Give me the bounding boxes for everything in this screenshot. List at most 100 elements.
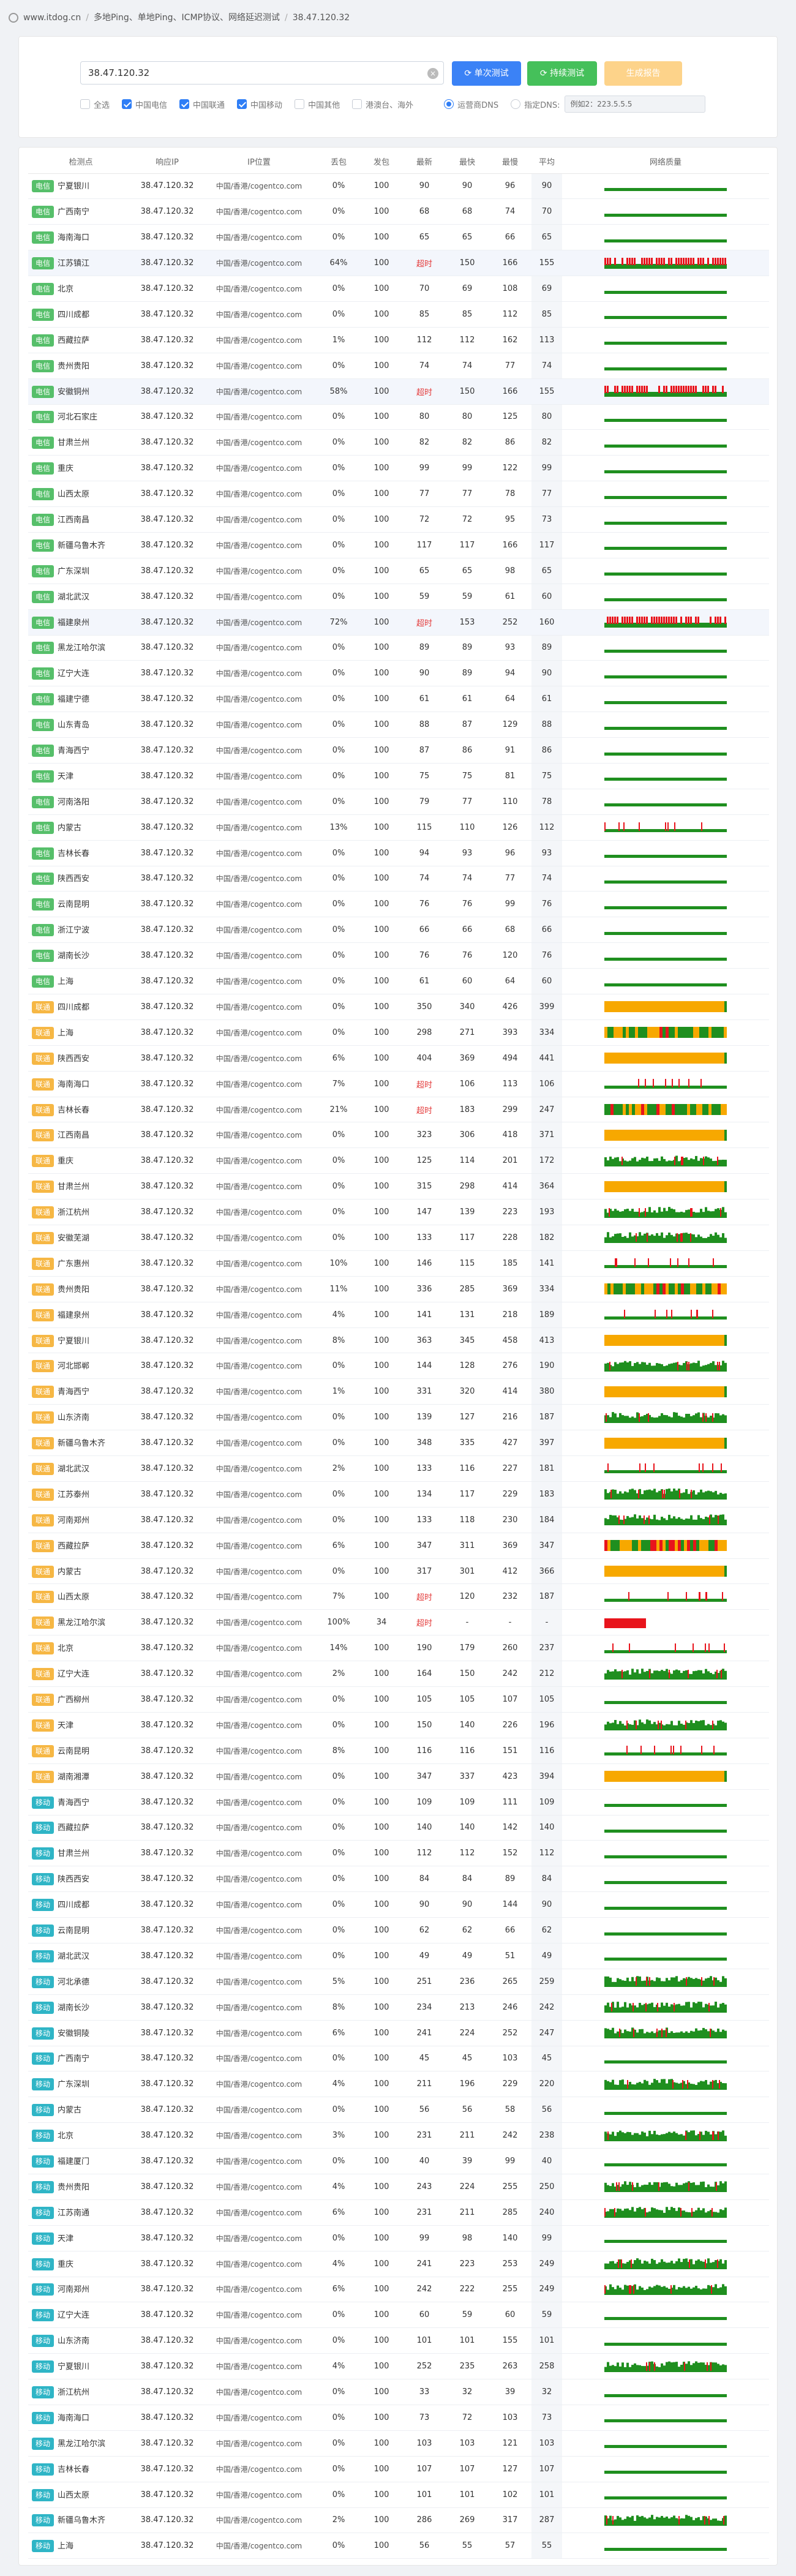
table-row[interactable]: 联通 广东惠州 38.47.120.32 中国/香港/cogentco.com 10% 1… [28, 1250, 769, 1277]
table-row[interactable]: 移动 浙江杭州 38.47.120.32 中国/香港/cogentco.com 0% 10… [28, 2379, 769, 2405]
column-header-fastest[interactable]: 最快 [446, 150, 489, 174]
table-row[interactable]: 移动 重庆 38.47.120.32 中国/香港/cogentco.com 4% 100 2… [28, 2251, 769, 2277]
table-row[interactable]: 联通 海南海口 38.47.120.32 中国/香港/cogentco.com 7% 10… [28, 1071, 769, 1097]
column-header-location[interactable]: IP位置 [201, 150, 317, 174]
checkbox-box[interactable] [179, 99, 190, 109]
table-row[interactable]: 电信 浙江宁波 38.47.120.32 中国/香港/cogentco.com 0% 10… [28, 917, 769, 944]
table-row[interactable]: 联通 湖北武汉 38.47.120.32 中国/香港/cogentco.com 2% 10… [28, 1455, 769, 1482]
table-row[interactable]: 移动 新疆乌鲁木齐 38.47.120.32 中国/香港/cogentco.com 2%… [28, 2507, 769, 2534]
table-row[interactable]: 联通 广西柳州 38.47.120.32 中国/香港/cogentco.com 0% 10… [28, 1686, 769, 1713]
table-row[interactable]: 联通 福建泉州 38.47.120.32 中国/香港/cogentco.com 4% 10… [28, 1302, 769, 1328]
table-row[interactable]: 移动 北京 38.47.120.32 中国/香港/cogentco.com 3% 100 2… [28, 2122, 769, 2149]
table-row[interactable]: 电信 黑龙江哈尔滨 38.47.120.32 中国/香港/cogentco.com 0%… [28, 635, 769, 661]
continuous-test-button[interactable]: ⟳ 持续测试 [527, 61, 597, 86]
breadcrumb-home[interactable]: www.itdog.cn [23, 13, 81, 23]
table-row[interactable]: 电信 宁夏银川 38.47.120.32 中国/香港/cogentco.com 0% 10… [28, 173, 769, 200]
dns-input[interactable]: 例如2：223.5.5.5 [565, 96, 706, 113]
table-row[interactable]: 联通 甘肃兰州 38.47.120.32 中国/香港/cogentco.com 0% 10… [28, 1173, 769, 1200]
checkbox-box[interactable] [352, 99, 362, 109]
checkbox-box[interactable] [295, 99, 305, 109]
table-row[interactable]: 移动 江苏南通 38.47.120.32 中国/香港/cogentco.com 6% 10… [28, 2199, 769, 2226]
table-row[interactable]: 移动 云南昆明 38.47.120.32 中国/香港/cogentco.com 0% 10… [28, 1917, 769, 1943]
table-row[interactable]: 电信 贵州贵阳 38.47.120.32 中国/香港/cogentco.com 0% 10… [28, 353, 769, 379]
table-row[interactable]: 联通 西藏拉萨 38.47.120.32 中国/香港/cogentco.com 6% 10… [28, 1533, 769, 1559]
table-row[interactable]: 移动 黑龙江哈尔滨 38.47.120.32 中国/香港/cogentco.com 0%… [28, 2430, 769, 2457]
table-row[interactable]: 电信 四川成都 38.47.120.32 中国/香港/cogentco.com 0% 10… [28, 301, 769, 328]
table-row[interactable]: 联通 江西南昌 38.47.120.32 中国/香港/cogentco.com 0% 10… [28, 1122, 769, 1149]
radio-custom-dns[interactable]: 指定DNS: [511, 99, 560, 110]
checkbox-telecom[interactable]: 中国电信 [122, 99, 167, 110]
table-row[interactable]: 电信 北京 38.47.120.32 中国/香港/cogentco.com 0% 100 7… [28, 276, 769, 302]
checkbox-other[interactable]: 中国其他 [295, 99, 340, 110]
table-row[interactable]: 联通 浙江杭州 38.47.120.32 中国/香港/cogentco.com 0% 10… [28, 1199, 769, 1226]
table-row[interactable]: 电信 福建泉州 38.47.120.32 中国/香港/cogentco.com 72% 1… [28, 609, 769, 636]
table-row[interactable]: 移动 广东深圳 38.47.120.32 中国/香港/cogentco.com 4% 10… [28, 2071, 769, 2098]
table-row[interactable]: 移动 宁夏银川 38.47.120.32 中国/香港/cogentco.com 4% 10… [28, 2353, 769, 2380]
table-row[interactable]: 移动 甘肃兰州 38.47.120.32 中国/香港/cogentco.com 0% 10… [28, 1840, 769, 1867]
table-row[interactable]: 联通 重庆 38.47.120.32 中国/香港/cogentco.com 0% 100 1… [28, 1147, 769, 1174]
table-row[interactable]: 电信 吉林长春 38.47.120.32 中国/香港/cogentco.com 0% 10… [28, 840, 769, 866]
radio-circle[interactable] [511, 99, 521, 109]
table-row[interactable]: 移动 湖南长沙 38.47.120.32 中国/香港/cogentco.com 8% 10… [28, 1994, 769, 2021]
table-row[interactable]: 联通 安徽芜湖 38.47.120.32 中国/香港/cogentco.com 0% 10… [28, 1225, 769, 1251]
table-row[interactable]: 联通 吉林长春 38.47.120.32 中国/香港/cogentco.com 21% 1… [28, 1097, 769, 1123]
table-row[interactable]: 联通 黑龙江哈尔滨 38.47.120.32 中国/香港/cogentco.com 10… [28, 1609, 769, 1636]
table-row[interactable]: 移动 天津 38.47.120.32 中国/香港/cogentco.com 0% 100 9… [28, 2225, 769, 2251]
table-row[interactable]: 联通 新疆乌鲁木齐 38.47.120.32 中国/香港/cogentco.com 0%… [28, 1430, 769, 1457]
table-row[interactable]: 移动 西藏拉萨 38.47.120.32 中国/香港/cogentco.com 0% 10… [28, 1815, 769, 1841]
table-row[interactable]: 联通 内蒙古 38.47.120.32 中国/香港/cogentco.com 0% 100… [28, 1558, 769, 1585]
column-header-sent[interactable]: 发包 [360, 150, 403, 174]
table-row[interactable]: 联通 贵州贵阳 38.47.120.32 中国/香港/cogentco.com 11% 1… [28, 1276, 769, 1302]
table-row[interactable]: 电信 安徽铜州 38.47.120.32 中国/香港/cogentco.com 58% 1… [28, 378, 769, 405]
table-row[interactable]: 电信 河南洛阳 38.47.120.32 中国/香港/cogentco.com 0% 10… [28, 789, 769, 815]
checkbox-mobile[interactable]: 中国移动 [237, 99, 282, 110]
table-row[interactable]: 移动 海南海口 38.47.120.32 中国/香港/cogentco.com 0% 10… [28, 2405, 769, 2431]
table-row[interactable]: 移动 山东济南 38.47.120.32 中国/香港/cogentco.com 0% 10… [28, 2327, 769, 2354]
table-row[interactable]: 电信 西藏拉萨 38.47.120.32 中国/香港/cogentco.com 1% 10… [28, 327, 769, 353]
table-row[interactable]: 电信 广东深圳 38.47.120.32 中国/香港/cogentco.com 0% 10… [28, 558, 769, 584]
table-row[interactable]: 电信 湖北武汉 38.47.120.32 中国/香港/cogentco.com 0% 10… [28, 584, 769, 610]
column-header-node[interactable]: 检测点 [28, 150, 133, 174]
table-row[interactable]: 联通 北京 38.47.120.32 中国/香港/cogentco.com 14% 100… [28, 1635, 769, 1662]
column-header-quality[interactable]: 网络质量 [562, 150, 769, 174]
table-row[interactable]: 移动 内蒙古 38.47.120.32 中国/香港/cogentco.com 0% 100… [28, 2097, 769, 2124]
table-row[interactable]: 移动 辽宁大连 38.47.120.32 中国/香港/cogentco.com 0% 10… [28, 2302, 769, 2329]
checkbox-box[interactable] [80, 99, 90, 109]
table-row[interactable]: 电信 新疆乌鲁木齐 38.47.120.32 中国/香港/cogentco.com 0%… [28, 532, 769, 558]
radio-carrier-dns[interactable]: 运营商DNS [444, 99, 498, 110]
column-header-slowest[interactable]: 最慢 [489, 150, 531, 174]
table-row[interactable]: 联通 四川成都 38.47.120.32 中国/香港/cogentco.com 0% 10… [28, 994, 769, 1020]
table-row[interactable]: 电信 青海西宁 38.47.120.32 中国/香港/cogentco.com 0% 10… [28, 737, 769, 764]
checkbox-box[interactable] [122, 99, 132, 109]
table-row[interactable]: 移动 山西太原 38.47.120.32 中国/香港/cogentco.com 0% 10… [28, 2482, 769, 2508]
table-row[interactable]: 联通 陕西西安 38.47.120.32 中国/香港/cogentco.com 6% 10… [28, 1045, 769, 1072]
table-row[interactable]: 联通 江苏泰州 38.47.120.32 中国/香港/cogentco.com 0% 10… [28, 1481, 769, 1508]
table-row[interactable]: 联通 天津 38.47.120.32 中国/香港/cogentco.com 0% 100 1… [28, 1712, 769, 1738]
column-header-average[interactable]: 平均 [531, 150, 562, 174]
table-row[interactable]: 电信 山西太原 38.47.120.32 中国/香港/cogentco.com 0% 10… [28, 481, 769, 508]
table-row[interactable]: 电信 陕西西安 38.47.120.32 中国/香港/cogentco.com 0% 10… [28, 866, 769, 892]
table-row[interactable]: 移动 湖北武汉 38.47.120.32 中国/香港/cogentco.com 0% 10… [28, 1943, 769, 1969]
checkbox-unicom[interactable]: 中国联通 [179, 99, 225, 110]
table-row[interactable]: 联通 青海西宁 38.47.120.32 中国/香港/cogentco.com 1% 10… [28, 1378, 769, 1405]
table-row[interactable]: 电信 云南昆明 38.47.120.32 中国/香港/cogentco.com 0% 10… [28, 891, 769, 918]
table-row[interactable]: 移动 广西南宁 38.47.120.32 中国/香港/cogentco.com 0% 10… [28, 2046, 769, 2072]
table-row[interactable]: 联通 山西太原 38.47.120.32 中国/香港/cogentco.com 7% 10… [28, 1583, 769, 1610]
checkbox-select-all[interactable]: 全选 [80, 99, 110, 110]
clear-icon[interactable]: × [427, 68, 438, 79]
table-row[interactable]: 移动 吉林长春 38.47.120.32 中国/香港/cogentco.com 0% 10… [28, 2456, 769, 2482]
table-row[interactable]: 联通 河南郑州 38.47.120.32 中国/香港/cogentco.com 0% 10… [28, 1507, 769, 1533]
table-row[interactable]: 联通 河北邯郸 38.47.120.32 中国/香港/cogentco.com 0% 10… [28, 1353, 769, 1380]
single-test-button[interactable]: ⟳ 单次测试 [452, 61, 521, 86]
table-row[interactable]: 联通 山东济南 38.47.120.32 中国/香港/cogentco.com 0% 10… [28, 1404, 769, 1431]
column-header-latest[interactable]: 最新 [403, 150, 446, 174]
table-row[interactable]: 移动 福建厦门 38.47.120.32 中国/香港/cogentco.com 0% 10… [28, 2148, 769, 2174]
table-row[interactable]: 移动 四川成都 38.47.120.32 中国/香港/cogentco.com 0% 10… [28, 1891, 769, 1918]
table-row[interactable]: 移动 青海西宁 38.47.120.32 中国/香港/cogentco.com 0% 10… [28, 1789, 769, 1816]
table-row[interactable]: 移动 河北承德 38.47.120.32 中国/香港/cogentco.com 5% 10… [28, 1969, 769, 1995]
table-row[interactable]: 联通 上海 38.47.120.32 中国/香港/cogentco.com 0% 100 2… [28, 1020, 769, 1046]
table-row[interactable]: 联通 湖南湘潭 38.47.120.32 中国/香港/cogentco.com 0% 10… [28, 1763, 769, 1790]
table-row[interactable]: 电信 河北石家庄 38.47.120.32 中国/香港/cogentco.com 0% 1… [28, 404, 769, 430]
table-row[interactable]: 联通 辽宁大连 38.47.120.32 中国/香港/cogentco.com 2% 10… [28, 1661, 769, 1688]
table-row[interactable]: 电信 上海 38.47.120.32 中国/香港/cogentco.com 0% 100 6… [28, 968, 769, 994]
